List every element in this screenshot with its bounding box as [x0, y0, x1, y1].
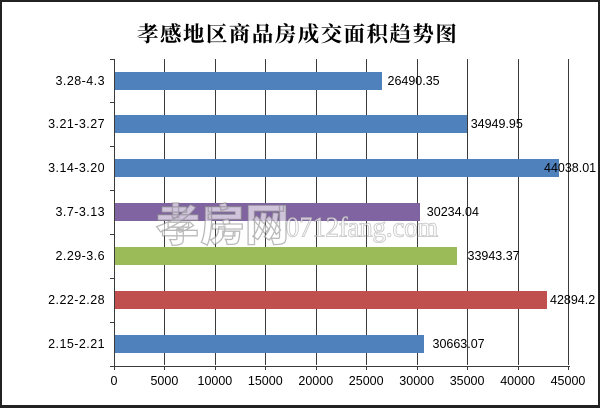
svg-text:0712fang.com: 0712fang.com [286, 213, 438, 244]
